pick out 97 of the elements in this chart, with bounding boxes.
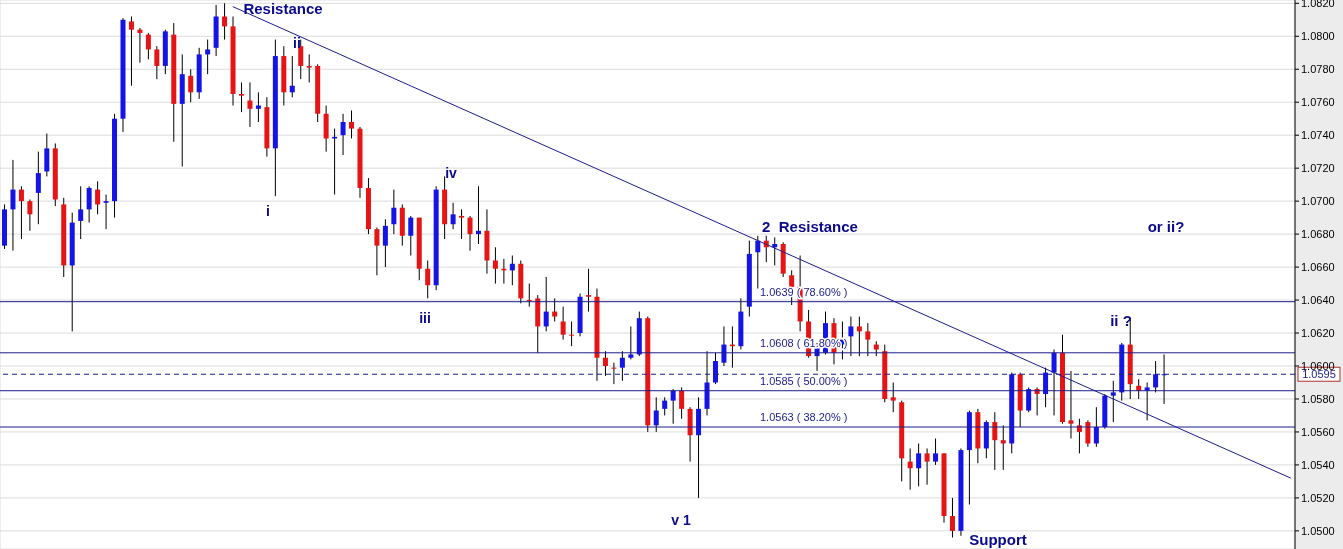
candlestick <box>137 27 143 64</box>
y-tick-label: 1.0580 <box>1301 392 1335 405</box>
candlestick <box>382 218 388 268</box>
candlestick <box>1051 349 1057 416</box>
candlestick <box>238 81 244 113</box>
candlestick <box>103 194 109 230</box>
candlestick <box>18 185 24 240</box>
candlestick <box>890 381 896 413</box>
candlestick <box>459 208 465 240</box>
candlestick <box>1000 424 1006 471</box>
candlestick <box>619 350 625 382</box>
candlestick <box>467 215 473 252</box>
candlestick <box>924 447 930 486</box>
candlestick <box>560 306 566 341</box>
candlestick <box>865 322 871 357</box>
candlestick <box>289 55 295 98</box>
candlestick <box>222 2 228 41</box>
candlestick <box>552 297 558 322</box>
annotation: i <box>266 202 270 219</box>
annotation: Resistance <box>243 0 323 18</box>
y-tick-label: 1.0660 <box>1301 260 1335 273</box>
candlestick <box>653 396 659 433</box>
y-tick-label: 1.0540 <box>1301 458 1335 471</box>
ref-line-label: 1.0563 ( 38.20% ) <box>760 411 848 423</box>
annotation: iv <box>445 164 458 181</box>
annotation: or ii? <box>1147 218 1185 236</box>
candlestick <box>128 15 134 87</box>
y-tick-label: 1.0740 <box>1301 129 1335 142</box>
y-tick-label: 1.0560 <box>1301 425 1335 438</box>
candlestick <box>425 259 431 299</box>
candlestick <box>949 497 955 538</box>
y-tick-label: 1.0720 <box>1301 162 1335 175</box>
candlestick <box>492 246 498 285</box>
annotation: 2 Resistance <box>762 218 858 236</box>
candlestick <box>679 386 685 420</box>
candlestick <box>569 320 575 347</box>
candlestick <box>78 185 84 240</box>
candlestick <box>916 442 922 487</box>
candlestick <box>662 396 668 416</box>
candlestick <box>44 133 50 177</box>
y-tick-label: 1.0820 <box>1301 0 1335 10</box>
candlestick <box>306 53 312 83</box>
y-tick-label: 1.0700 <box>1301 195 1335 208</box>
candlestick <box>509 255 515 286</box>
candlestick <box>602 350 608 377</box>
candlestick <box>188 68 194 103</box>
candlestick <box>10 159 16 252</box>
candlestick <box>628 325 634 360</box>
y-tick-label: 1.0620 <box>1301 326 1335 339</box>
candlestick <box>154 45 160 80</box>
y-tick-label: 1.0680 <box>1301 228 1335 241</box>
candlestick <box>86 185 92 224</box>
candlestick <box>1110 380 1116 423</box>
candlestick <box>35 151 41 225</box>
annotation: ii ? <box>1110 312 1132 330</box>
candlestick <box>408 215 414 257</box>
candlestick <box>391 189 397 235</box>
candlestick <box>586 268 592 313</box>
candlestick <box>247 81 253 128</box>
candlestick <box>712 352 718 385</box>
ref-line-label: 1.0585 ( 50.00% ) <box>760 374 848 387</box>
y-tick-label: 1.0640 <box>1301 293 1335 306</box>
candlestick <box>1153 360 1159 393</box>
candlestick <box>670 388 676 425</box>
candlestick <box>27 198 33 232</box>
annotation: Support <box>969 531 1027 549</box>
candlestick <box>856 316 862 357</box>
candlestick <box>95 180 101 215</box>
candlestick <box>475 185 481 245</box>
candlestick <box>907 447 913 491</box>
candlestick <box>145 32 151 60</box>
candlestick <box>1144 381 1150 421</box>
y-tick-label: 1.0520 <box>1301 491 1335 504</box>
candlestick <box>450 202 456 230</box>
annotation: iii <box>419 309 431 326</box>
candlestick <box>1068 370 1074 440</box>
candlestick <box>611 362 617 385</box>
y-tick-label: 1.0500 <box>1301 524 1335 537</box>
candlestick <box>755 235 761 290</box>
candlestick <box>526 283 532 308</box>
candlestick <box>543 276 549 332</box>
candlestick <box>255 91 261 123</box>
annotation: ii <box>293 34 301 51</box>
candlestick <box>340 113 346 156</box>
y-tick-label: 1.0780 <box>1301 63 1335 76</box>
candlestick <box>848 316 854 357</box>
candlestick <box>1026 386 1032 413</box>
candlestick <box>205 39 211 75</box>
annotation: v 1 <box>671 511 691 528</box>
y-tick-label: 1.0800 <box>1301 30 1335 43</box>
candlestick <box>349 109 355 139</box>
candlestick <box>933 438 939 466</box>
candlestick <box>298 39 304 80</box>
candlestick <box>1093 406 1099 448</box>
candlestick <box>374 227 380 276</box>
y-tick-label: 1.0760 <box>1301 96 1335 109</box>
candlestick <box>721 325 727 367</box>
